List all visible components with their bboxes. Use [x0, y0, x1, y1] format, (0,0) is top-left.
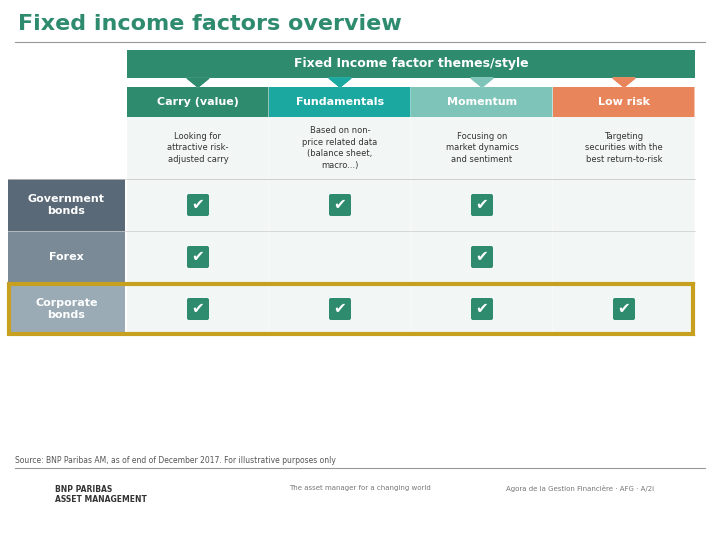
- Polygon shape: [613, 78, 635, 87]
- Polygon shape: [187, 78, 209, 87]
- FancyBboxPatch shape: [329, 298, 351, 320]
- FancyBboxPatch shape: [269, 283, 410, 335]
- FancyBboxPatch shape: [471, 298, 493, 320]
- Text: Looking for
attractive risk-
adjusted carry: Looking for attractive risk- adjusted ca…: [167, 132, 229, 164]
- Text: Fixed Income factor themes/style: Fixed Income factor themes/style: [294, 57, 528, 71]
- FancyBboxPatch shape: [411, 117, 552, 179]
- Polygon shape: [187, 78, 209, 87]
- Polygon shape: [613, 78, 635, 87]
- FancyBboxPatch shape: [127, 117, 269, 179]
- Text: ✔: ✔: [192, 301, 204, 316]
- Text: BNP PARIBAS
ASSET MANAGEMENT: BNP PARIBAS ASSET MANAGEMENT: [55, 485, 147, 504]
- FancyBboxPatch shape: [269, 179, 410, 231]
- Polygon shape: [613, 78, 635, 87]
- Polygon shape: [329, 78, 351, 87]
- FancyBboxPatch shape: [269, 231, 410, 283]
- FancyBboxPatch shape: [329, 194, 351, 216]
- Text: Targeting
securities with the
best return-to-risk: Targeting securities with the best retur…: [585, 132, 663, 164]
- FancyBboxPatch shape: [8, 231, 125, 283]
- FancyBboxPatch shape: [187, 246, 209, 268]
- Text: ✔: ✔: [192, 249, 204, 265]
- Text: Forex: Forex: [49, 252, 84, 262]
- Polygon shape: [329, 78, 351, 87]
- FancyBboxPatch shape: [553, 231, 695, 283]
- Text: Fundamentals: Fundamentals: [296, 97, 384, 107]
- Text: Government
bonds: Government bonds: [28, 194, 105, 216]
- Text: ✔: ✔: [618, 301, 631, 316]
- FancyBboxPatch shape: [127, 231, 269, 283]
- FancyBboxPatch shape: [411, 283, 552, 335]
- FancyBboxPatch shape: [411, 87, 552, 117]
- Text: ✔: ✔: [476, 301, 488, 316]
- FancyBboxPatch shape: [127, 283, 269, 335]
- Text: ✔: ✔: [333, 198, 346, 213]
- Polygon shape: [471, 78, 493, 87]
- FancyBboxPatch shape: [411, 231, 552, 283]
- FancyBboxPatch shape: [127, 50, 695, 78]
- FancyBboxPatch shape: [553, 179, 695, 231]
- Text: The asset manager for a changing world: The asset manager for a changing world: [289, 485, 431, 491]
- FancyBboxPatch shape: [127, 179, 269, 231]
- FancyBboxPatch shape: [187, 298, 209, 320]
- Text: Based on non-
price related data
(balance sheet,
macro...): Based on non- price related data (balanc…: [302, 126, 377, 170]
- FancyBboxPatch shape: [127, 87, 269, 117]
- Text: Momentum: Momentum: [447, 97, 517, 107]
- Text: ✔: ✔: [192, 198, 204, 213]
- FancyBboxPatch shape: [613, 298, 635, 320]
- Polygon shape: [471, 78, 493, 87]
- FancyBboxPatch shape: [471, 246, 493, 268]
- FancyBboxPatch shape: [553, 87, 695, 117]
- Text: Focusing on
market dynamics
and sentiment: Focusing on market dynamics and sentimen…: [446, 132, 518, 164]
- FancyBboxPatch shape: [269, 117, 410, 179]
- Polygon shape: [329, 78, 351, 87]
- FancyBboxPatch shape: [411, 179, 552, 231]
- Text: Carry (value): Carry (value): [157, 97, 239, 107]
- FancyBboxPatch shape: [269, 87, 410, 117]
- FancyBboxPatch shape: [8, 283, 125, 335]
- Text: Fixed income factors overview: Fixed income factors overview: [18, 14, 402, 34]
- FancyBboxPatch shape: [471, 194, 493, 216]
- Text: Source: BNP Paribas AM, as of end of December 2017. For illustrative purposes on: Source: BNP Paribas AM, as of end of Dec…: [15, 456, 336, 465]
- FancyBboxPatch shape: [8, 179, 125, 231]
- Text: ✔: ✔: [476, 249, 488, 265]
- Text: Corporate
bonds: Corporate bonds: [35, 298, 98, 320]
- FancyBboxPatch shape: [553, 283, 695, 335]
- FancyBboxPatch shape: [187, 194, 209, 216]
- Text: ✔: ✔: [476, 198, 488, 213]
- Polygon shape: [187, 78, 209, 87]
- Text: ✔: ✔: [333, 301, 346, 316]
- Polygon shape: [471, 78, 493, 87]
- FancyBboxPatch shape: [553, 117, 695, 179]
- Text: Low risk: Low risk: [598, 97, 650, 107]
- Text: Agora de la Gestion Financière · AFG · A/2i: Agora de la Gestion Financière · AFG · A…: [506, 485, 654, 492]
